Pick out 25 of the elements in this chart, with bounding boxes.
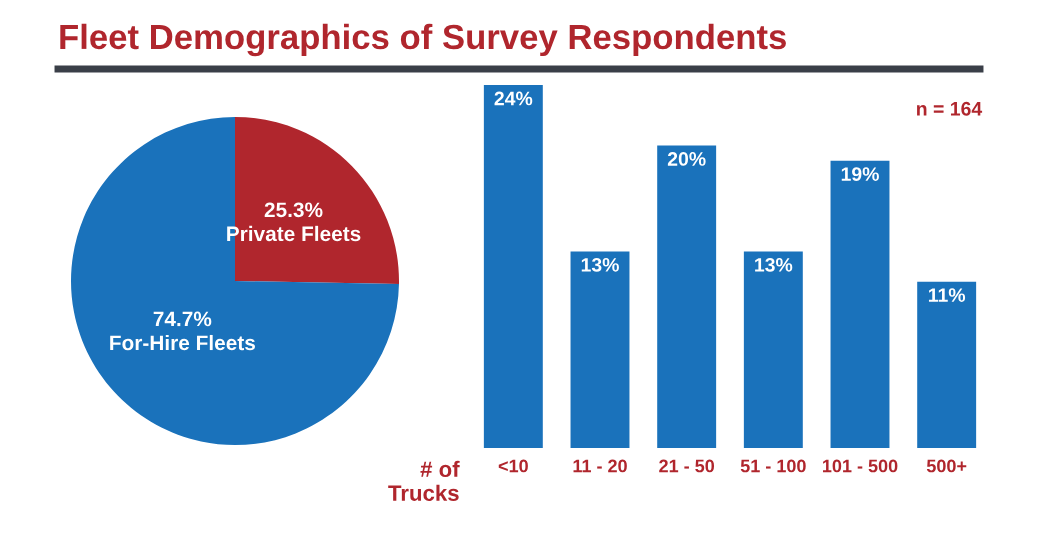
data-label: 11% xyxy=(928,288,966,302)
x-tick-label: <10 xyxy=(498,459,528,473)
bar xyxy=(570,251,630,448)
data-label: 74.7% xyxy=(153,311,212,327)
x-tick-label: 21 - 50 xyxy=(659,459,715,473)
data-label: 20% xyxy=(667,152,706,166)
x-axis-title: # of Trucks xyxy=(388,460,460,501)
data-label: 24% xyxy=(494,91,533,106)
data-label: 19% xyxy=(841,167,879,181)
bar xyxy=(657,145,717,448)
chart-title: Fleet Demographics of Survey Respondents xyxy=(60,23,786,57)
slice-label: For-Hire Fleets xyxy=(110,334,255,351)
bar xyxy=(483,85,543,448)
x-tick-label: 500+ xyxy=(926,459,967,473)
bar xyxy=(830,160,890,448)
x-tick-label: 51 - 100 xyxy=(740,459,806,473)
bar xyxy=(917,281,977,448)
pie-slice xyxy=(71,117,399,445)
bar xyxy=(743,251,803,448)
x-tick-label: 101 - 500 xyxy=(822,459,898,473)
annotation: n = 164 xyxy=(917,101,983,116)
x-tick-label: 11 - 20 xyxy=(573,459,627,473)
data-label: 13% xyxy=(755,257,793,272)
data-label: 13% xyxy=(581,257,619,272)
data-label: 25.3% xyxy=(264,202,323,218)
